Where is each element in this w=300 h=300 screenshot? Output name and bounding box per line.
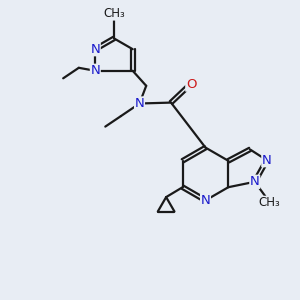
Text: N: N	[201, 194, 210, 207]
Text: CH₃: CH₃	[103, 7, 125, 20]
Text: N: N	[90, 64, 100, 77]
Text: N: N	[250, 175, 260, 188]
Text: O: O	[186, 78, 196, 91]
Text: CH₃: CH₃	[258, 196, 280, 209]
Text: N: N	[262, 154, 272, 167]
Text: N: N	[135, 97, 144, 110]
Text: N: N	[90, 43, 100, 56]
